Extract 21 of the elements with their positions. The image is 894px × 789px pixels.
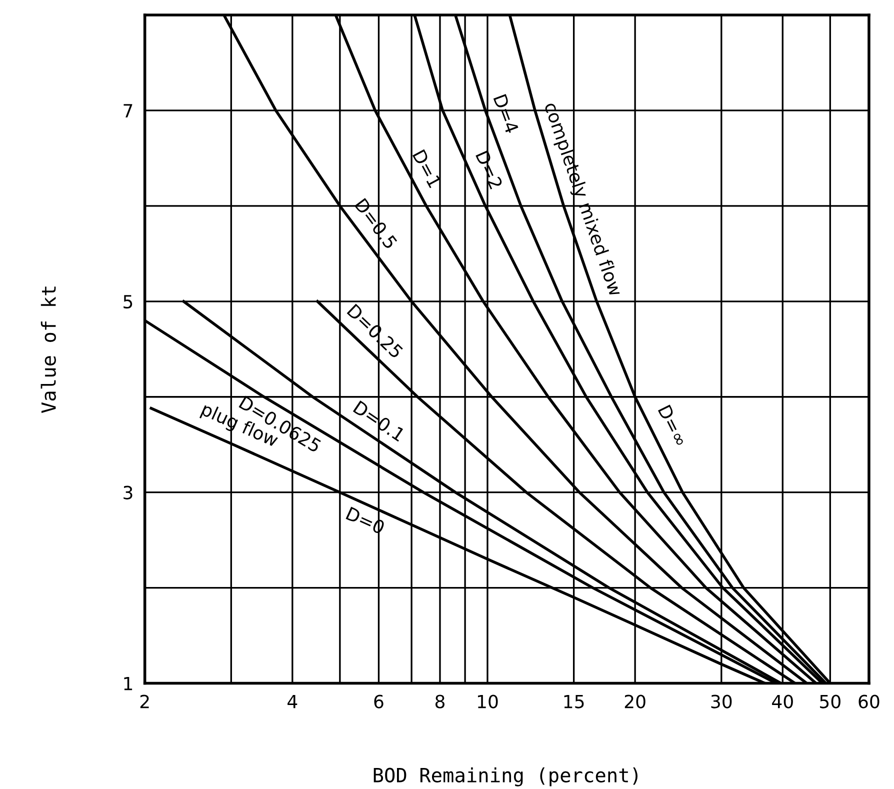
x-tick-label: 6	[374, 694, 384, 708]
text: D=0	[346, 506, 386, 534]
y-axis-title: Value of kt	[40, 286, 56, 413]
x-tick-label: 60	[858, 694, 880, 708]
x-tick-label: 50	[820, 694, 840, 708]
x-tick-label: 20	[624, 694, 646, 708]
y-tick-label: 5	[124, 295, 132, 309]
x-axis-title: BOD Remaining (percent)	[374, 767, 638, 786]
x-tick-label: 40	[772, 694, 793, 708]
text: D=∞	[658, 404, 688, 447]
text: D=4	[493, 94, 519, 134]
y-tick-label: 7	[124, 104, 132, 118]
x-tick-label: 30	[711, 694, 732, 708]
x-tick-label: 10	[478, 694, 498, 708]
x-tick-label: 2	[140, 694, 149, 708]
y-tick-label: 1	[124, 676, 132, 690]
x-tick-label: 4	[288, 694, 298, 708]
x-tick-label: 15	[564, 694, 584, 708]
y-tick-label: 3	[124, 486, 132, 500]
x-tick-label: 8	[435, 694, 444, 708]
text: D=1	[412, 149, 442, 188]
